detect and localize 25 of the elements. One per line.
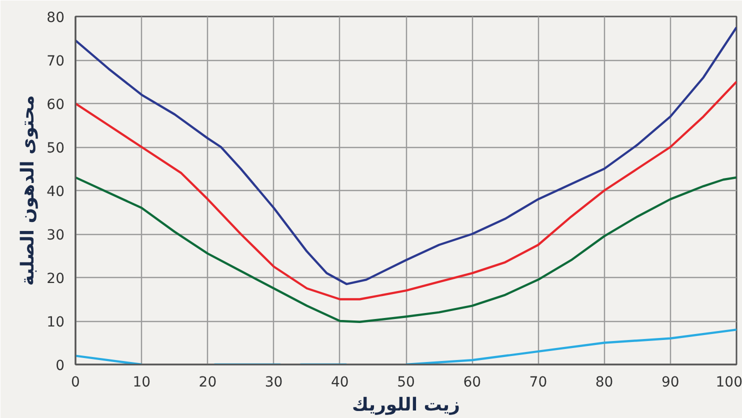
y-tick-label: 0 (56, 358, 65, 374)
x-tick-label: 60 (463, 374, 482, 390)
x-tick-label: 80 (595, 374, 614, 390)
x-tick-label: 20 (198, 374, 217, 390)
y-tick-label: 10 (46, 314, 65, 330)
y-axis-title: محتوى الدهون الصلبة (18, 95, 39, 286)
x-tick-label: 30 (264, 374, 283, 390)
x-axis-title: زيت اللوريك (352, 394, 460, 416)
y-tick-label: 40 (46, 184, 65, 200)
line-series (76, 80, 736, 300)
y-tick-label: 50 (46, 140, 65, 156)
x-tick-label: 0 (71, 374, 80, 390)
line-series (76, 176, 736, 323)
y-tick-label: 80 (46, 10, 65, 26)
y-tick-label: 30 (46, 228, 65, 244)
x-tick-label: 50 (397, 374, 415, 390)
line-series (76, 26, 736, 286)
x-tick-label: 70 (529, 374, 548, 390)
x-tick-label: 10 (132, 374, 151, 390)
x-tick-label: 40 (330, 374, 349, 390)
x-tick-label: 90 (661, 374, 680, 390)
y-tick-label: 70 (46, 54, 65, 70)
x-tick-label: 100 (716, 374, 742, 390)
y-tick-label: 60 (46, 97, 65, 113)
y-tick-label: 20 (46, 271, 65, 287)
